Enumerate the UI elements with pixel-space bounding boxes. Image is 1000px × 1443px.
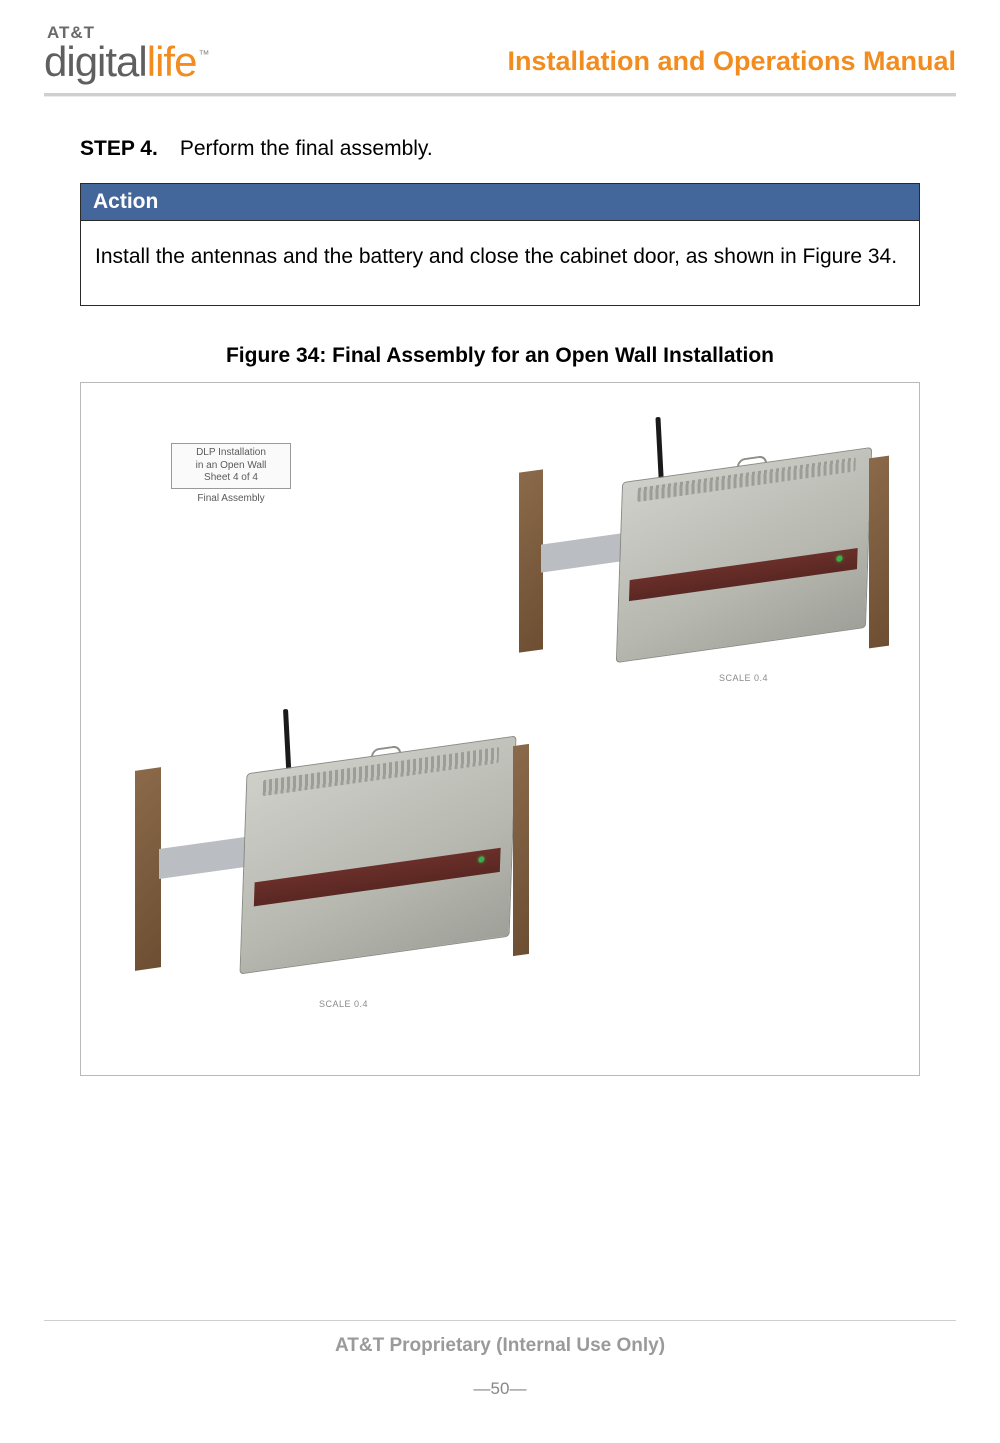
cabinet-icon [240, 736, 517, 975]
logo-block: AT&T digitallife™ [44, 24, 208, 83]
footer-divider [44, 1320, 956, 1321]
page-header: AT&T digitallife™ Installation and Opera… [44, 24, 956, 89]
footer-page-number: —50— [44, 1379, 956, 1399]
action-table: Action Install the antennas and the batt… [80, 183, 920, 306]
step-line: STEP 4. Perform the final assembly. [80, 137, 920, 161]
device-illustration-bottom: SCALE 0.4 [129, 715, 529, 1025]
cabinet-stripe-icon [254, 848, 501, 907]
note-line-1: DLP Installation [176, 447, 286, 460]
document-title: Installation and Operations Manual [507, 46, 956, 83]
note-sub: Final Assembly [171, 493, 291, 506]
footer-proprietary-text: AT&T Proprietary (Internal Use Only) [44, 1335, 956, 1357]
page-root: AT&T digitallife™ Installation and Opera… [0, 0, 1000, 1076]
action-table-header: Action [81, 184, 919, 221]
cabinet-icon [616, 447, 872, 663]
mount-bracket-icon [159, 837, 245, 879]
note-line-3: Sheet 4 of 4 [176, 472, 286, 485]
wood-stud-icon [135, 768, 161, 972]
logo-digitallife: digitallife™ [44, 41, 208, 83]
figure-box: DLP Installation in an Open Wall Sheet 4… [80, 382, 920, 1076]
device-illustration-top: SCALE 0.4 [519, 421, 889, 701]
note-line-2: in an Open Wall [176, 460, 286, 473]
figure-caption: Figure 34: Final Assembly for an Open Wa… [80, 344, 920, 368]
logo-trademark: ™ [198, 50, 208, 61]
wood-stud-icon [513, 744, 529, 956]
logo-word-digital: digital [44, 41, 147, 83]
wood-stud-icon [519, 470, 543, 653]
step-label: STEP 4. [80, 137, 158, 160]
figure-note-box: DLP Installation in an Open Wall Sheet 4… [171, 443, 291, 489]
mount-bracket-icon [541, 534, 621, 573]
content-area: STEP 4. Perform the final assembly. Actio… [44, 97, 956, 1076]
scale-label-bottom: SCALE 0.4 [319, 999, 368, 1009]
page-footer: AT&T Proprietary (Internal Use Only) —50… [44, 1320, 956, 1399]
step-text: Perform the final assembly. [180, 137, 433, 160]
action-table-body: Install the antennas and the battery and… [81, 221, 919, 305]
scale-label-top: SCALE 0.4 [719, 673, 768, 683]
cabinet-stripe-icon [629, 548, 858, 602]
antenna-icon [655, 417, 664, 485]
figure-note: DLP Installation in an Open Wall Sheet 4… [171, 443, 291, 505]
logo-word-life: life [147, 41, 197, 83]
wood-stud-icon [869, 456, 889, 649]
